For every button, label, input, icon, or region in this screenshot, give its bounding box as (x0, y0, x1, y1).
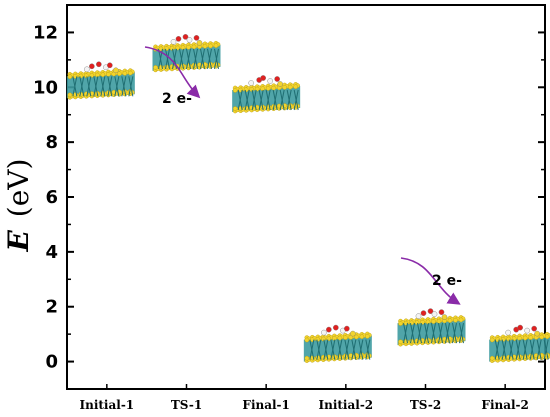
electron-transfer-annotation-2: 2 e- (400, 257, 462, 305)
y-axis-label-symbol: E (2, 229, 35, 252)
electron-transfer-label: 2 e- (432, 273, 462, 289)
y-axis-ticks: 0 2 4 6 8 10 12 (33, 4, 545, 373)
y-tick-label: 8 (45, 132, 58, 153)
electron-transfer-annotation-1: 2 e- (144, 46, 201, 107)
y-tick-label: 12 (33, 22, 58, 43)
plot-frame (66, 4, 546, 390)
x-axis-ticks: Initial-1 TS-1 Final-1 Initial-2 TS-2 Final-2 (79, 384, 529, 412)
y-axis-label: E (eV) (2, 159, 35, 253)
data-point-final-1 (232, 75, 301, 114)
y-axis-label-unit: (eV) (2, 159, 35, 218)
data-point-initial-2 (303, 324, 372, 363)
y-tick-label: 6 (45, 187, 58, 208)
data-points (66, 34, 550, 363)
data-point-final-2 (489, 324, 550, 363)
x-tick-label-ts-2: TS-2 (410, 398, 441, 412)
electron-transfer-label: 2 e- (162, 91, 192, 107)
data-point-ts-1 (152, 34, 221, 73)
electron-transfer-arrow (400, 257, 461, 305)
svg-text:E (eV): E (eV) (2, 159, 35, 253)
y-tick-label: 4 (45, 242, 58, 263)
x-tick-label-final-2: Final-2 (481, 398, 528, 412)
y-tick-label: 2 (45, 297, 58, 318)
data-point-initial-1 (66, 61, 135, 100)
x-tick-label-final-1: Final-1 (242, 398, 289, 412)
x-tick-label-initial-1: Initial-1 (79, 398, 134, 412)
electron-transfer-arrow (144, 46, 201, 99)
x-tick-label-ts-1: TS-1 (171, 398, 202, 412)
y-tick-label: 0 (45, 352, 58, 373)
x-tick-label-initial-2: Initial-2 (318, 398, 373, 412)
y-tick-label: 10 (33, 77, 58, 98)
data-point-ts-2 (397, 308, 466, 347)
annotations: 2 e- 2 e- (144, 46, 462, 305)
axes (66, 4, 546, 390)
